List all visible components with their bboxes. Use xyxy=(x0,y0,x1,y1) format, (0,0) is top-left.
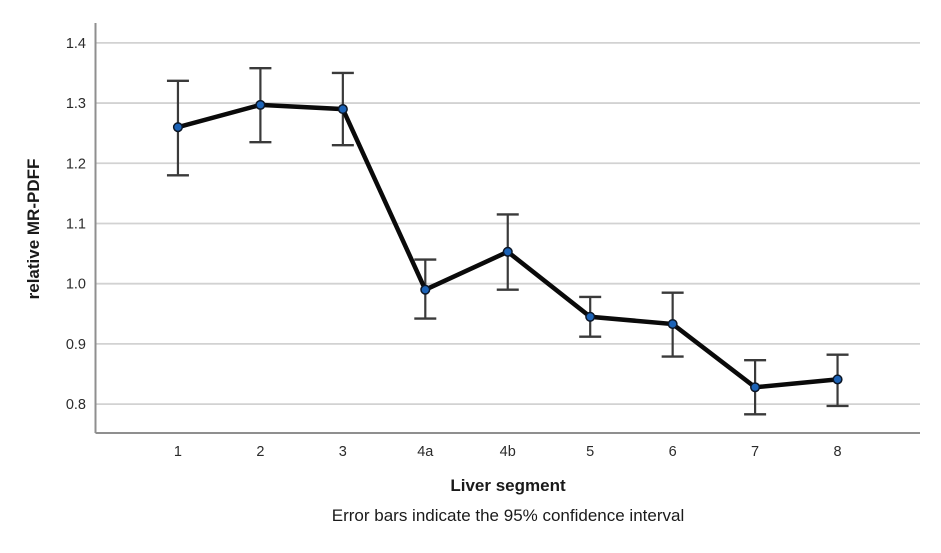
svg-text:0.9: 0.9 xyxy=(66,337,86,353)
data-point-6 xyxy=(667,318,678,330)
data-point-8 xyxy=(832,374,843,385)
data-point-2 xyxy=(255,99,266,110)
svg-text:7: 7 xyxy=(751,444,759,460)
svg-text:1.0: 1.0 xyxy=(66,277,86,293)
svg-text:2: 2 xyxy=(256,444,264,460)
svg-text:6: 6 xyxy=(669,444,677,460)
data-point-4a xyxy=(420,284,431,295)
error-bars xyxy=(166,66,849,416)
svg-text:4b: 4b xyxy=(500,444,516,460)
svg-text:5: 5 xyxy=(586,444,594,460)
data-point-3 xyxy=(337,104,348,115)
svg-text:1.1: 1.1 xyxy=(66,216,86,232)
data-points xyxy=(172,99,843,393)
data-point-7 xyxy=(750,382,761,393)
x-axis-title: Liver segment xyxy=(450,476,566,495)
svg-text:4a: 4a xyxy=(417,444,434,460)
svg-text:0.8: 0.8 xyxy=(66,397,86,413)
svg-text:3: 3 xyxy=(339,444,347,460)
svg-text:1.3: 1.3 xyxy=(66,96,86,112)
svg-text:1.4: 1.4 xyxy=(66,36,86,52)
data-point-5 xyxy=(585,311,596,322)
axes xyxy=(94,23,920,434)
y-axis-title: relative MR-PDFF xyxy=(24,158,43,300)
svg-text:1.2: 1.2 xyxy=(66,156,86,172)
data-point-4b xyxy=(502,246,513,257)
data-point-1 xyxy=(172,122,183,133)
y-tick-labels: 0.8 0.9 1.0 1.1 1.2 1.3 1.4 xyxy=(66,36,86,413)
svg-text:8: 8 xyxy=(834,444,842,460)
x-tick-labels: 1 2 3 4a 4b 5 6 7 8 xyxy=(174,444,842,460)
error-bar-caption: Error bars indicate the 95% confidence i… xyxy=(331,506,685,525)
svg-text:1: 1 xyxy=(174,444,182,460)
